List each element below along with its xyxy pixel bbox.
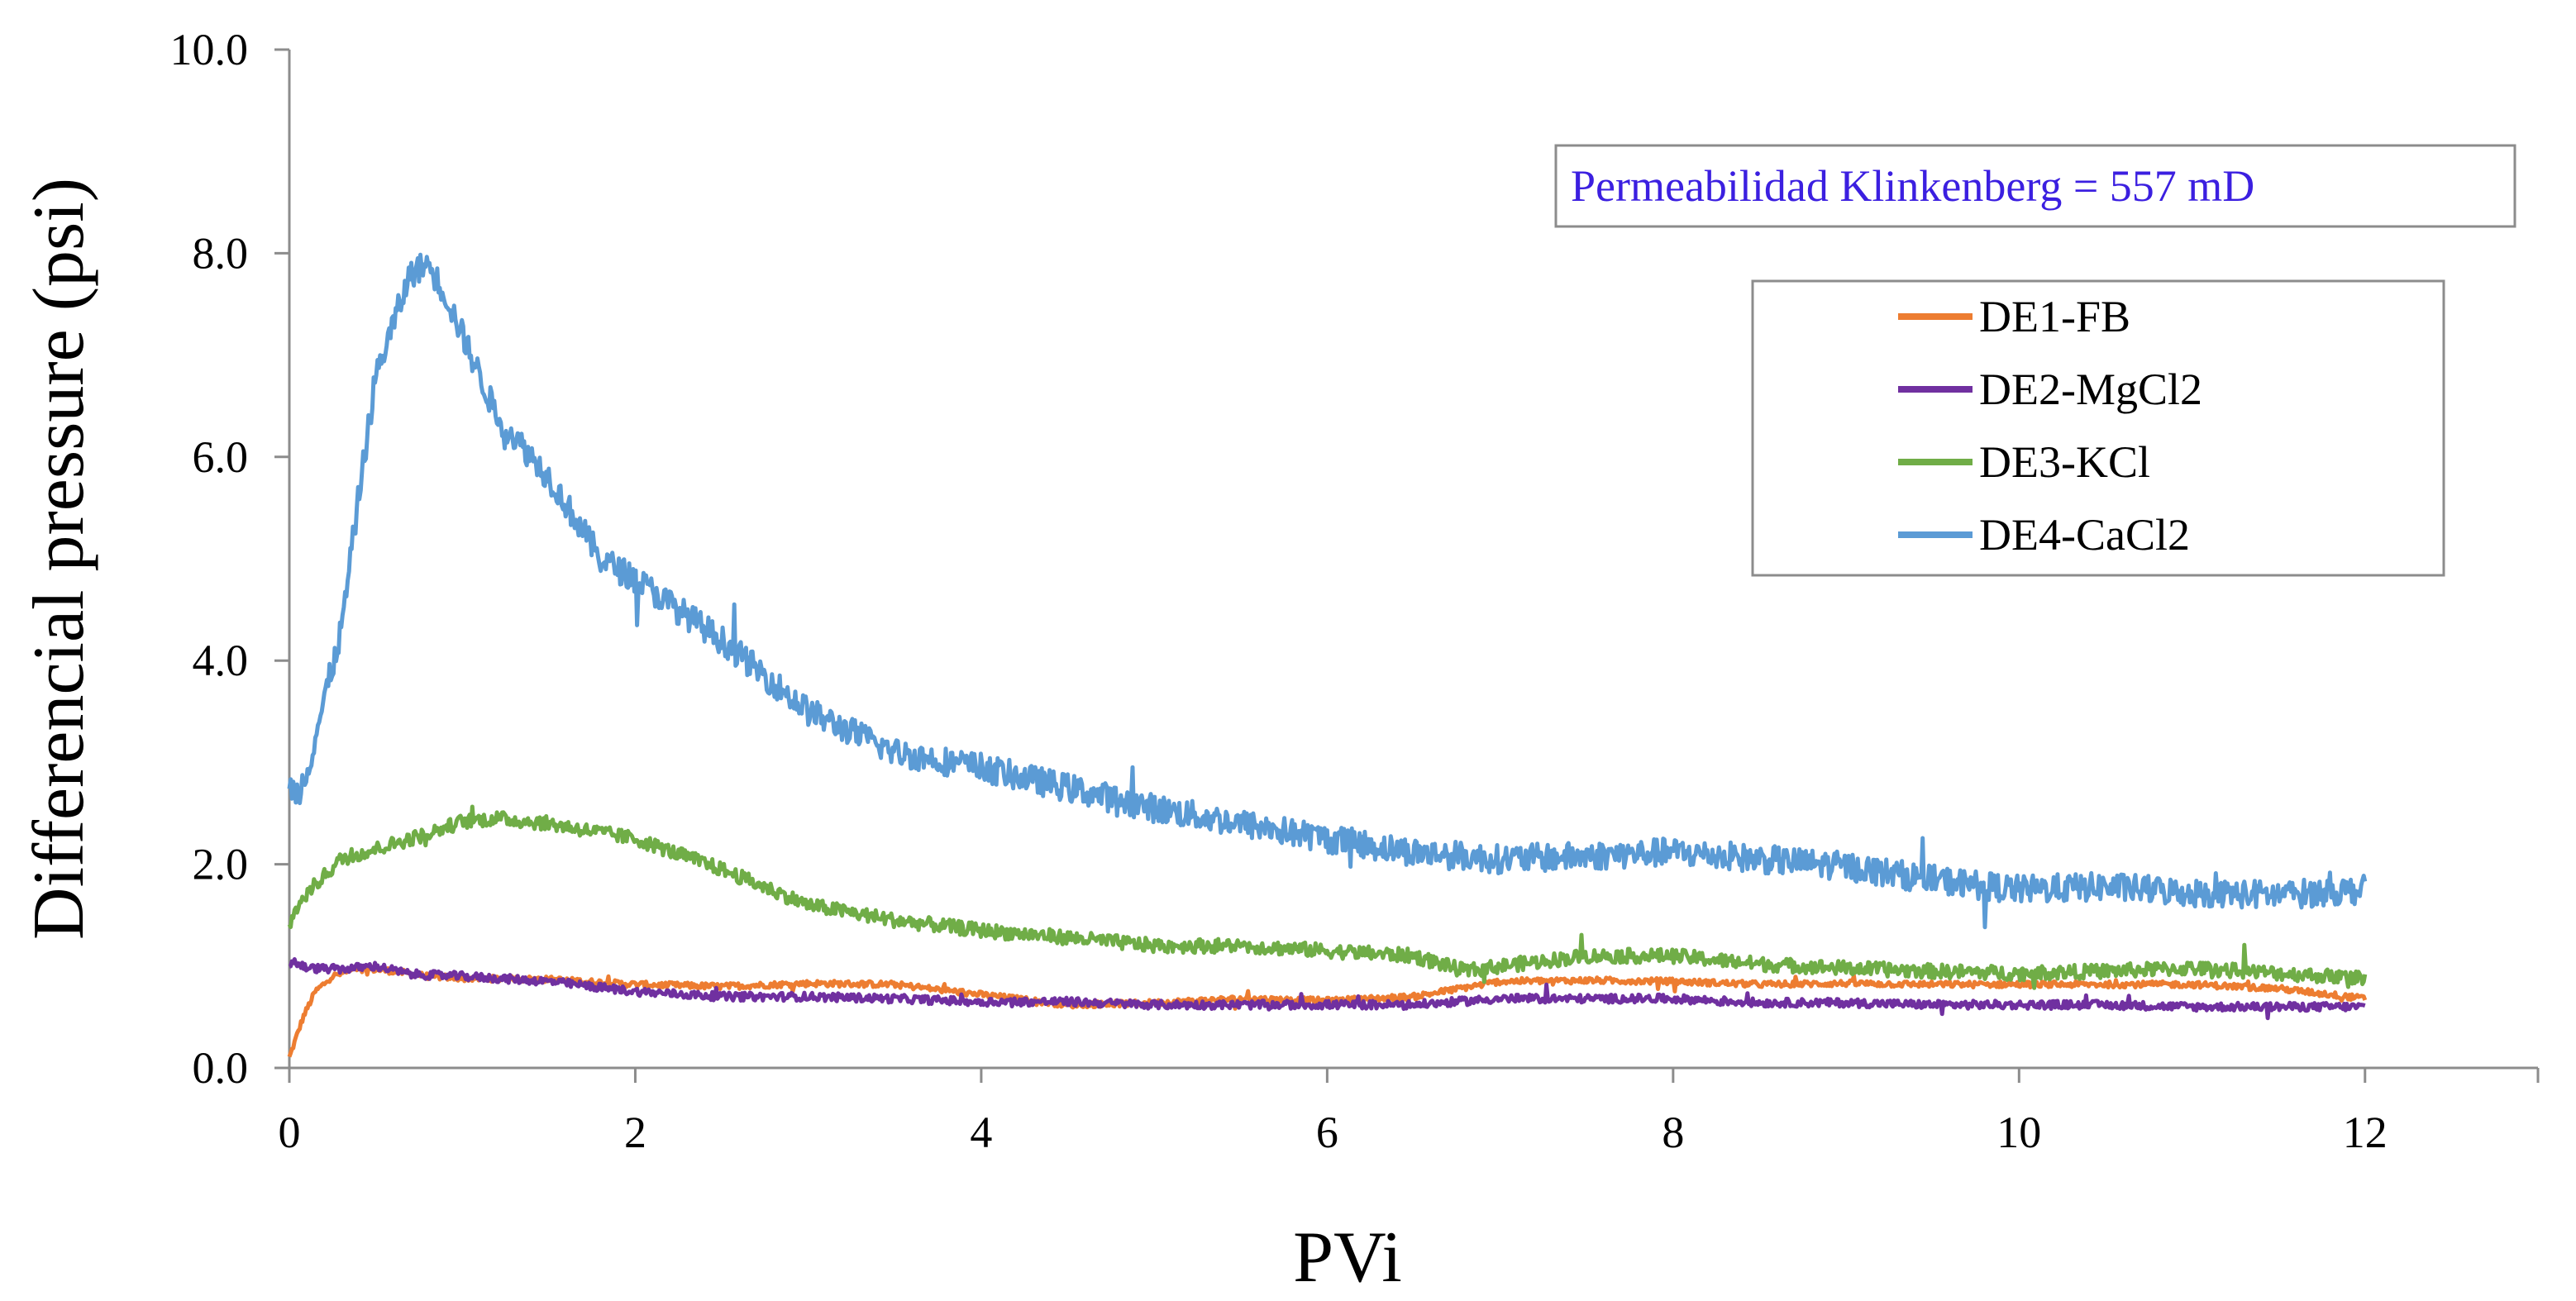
x-ticks: 0 2 4 6 8 10 12	[279, 1068, 2540, 1157]
legend-label: DE1-FB	[1979, 292, 2130, 341]
legend-label: DE2-MgCl2	[1979, 365, 2202, 414]
legend-items: DE1-FB DE2-MgCl2 DE3-KCl DE4-CaCl2	[1898, 292, 2202, 560]
series-line-de3-kcl	[287, 804, 2368, 990]
x-tick-label: 4	[970, 1108, 992, 1157]
legend-label: DE3-KCl	[1979, 437, 2150, 487]
y-tick-label: 10.0	[170, 25, 249, 74]
series-line-de1-fb	[287, 964, 2368, 1058]
y-tick-label: 8.0	[193, 228, 249, 278]
legend: DE1-FB DE2-MgCl2 DE3-KCl DE4-CaCl2	[1751, 279, 2445, 577]
y-ticks: 0.0 2.0 4.0 6.0 8.0 10.0	[170, 25, 289, 1093]
x-axis-title: PVi	[1293, 1218, 1402, 1298]
y-axis-title: Differencial pressure (psi)	[19, 178, 99, 940]
x-tick-label: 6	[1316, 1108, 1338, 1157]
annotation-border	[1554, 144, 2516, 228]
annotation-text: Permeabilidad Klinkenberg = 557 mD	[1571, 161, 2254, 211]
series-lines	[287, 252, 2368, 1058]
x-tick-label: 10	[1996, 1108, 2041, 1157]
series-line-de2-mgcl2	[289, 957, 2366, 1021]
legend-border	[1751, 279, 2445, 577]
y-tick-label: 6.0	[193, 432, 249, 482]
series-line-de4-cacl2	[287, 252, 2368, 930]
x-tick-label: 0	[279, 1108, 301, 1157]
y-tick-label: 4.0	[193, 636, 249, 685]
x-tick-label: 12	[2343, 1108, 2388, 1157]
x-tick-label: 8	[1662, 1108, 1684, 1157]
legend-label: DE4-CaCl2	[1979, 510, 2190, 560]
x-tick-label: 2	[624, 1108, 646, 1157]
y-tick-label: 2.0	[193, 840, 249, 889]
axes	[288, 50, 2538, 1070]
y-tick-label: 0.0	[193, 1043, 249, 1093]
annotation-box: Permeabilidad Klinkenberg = 557 mD	[1554, 144, 2516, 228]
